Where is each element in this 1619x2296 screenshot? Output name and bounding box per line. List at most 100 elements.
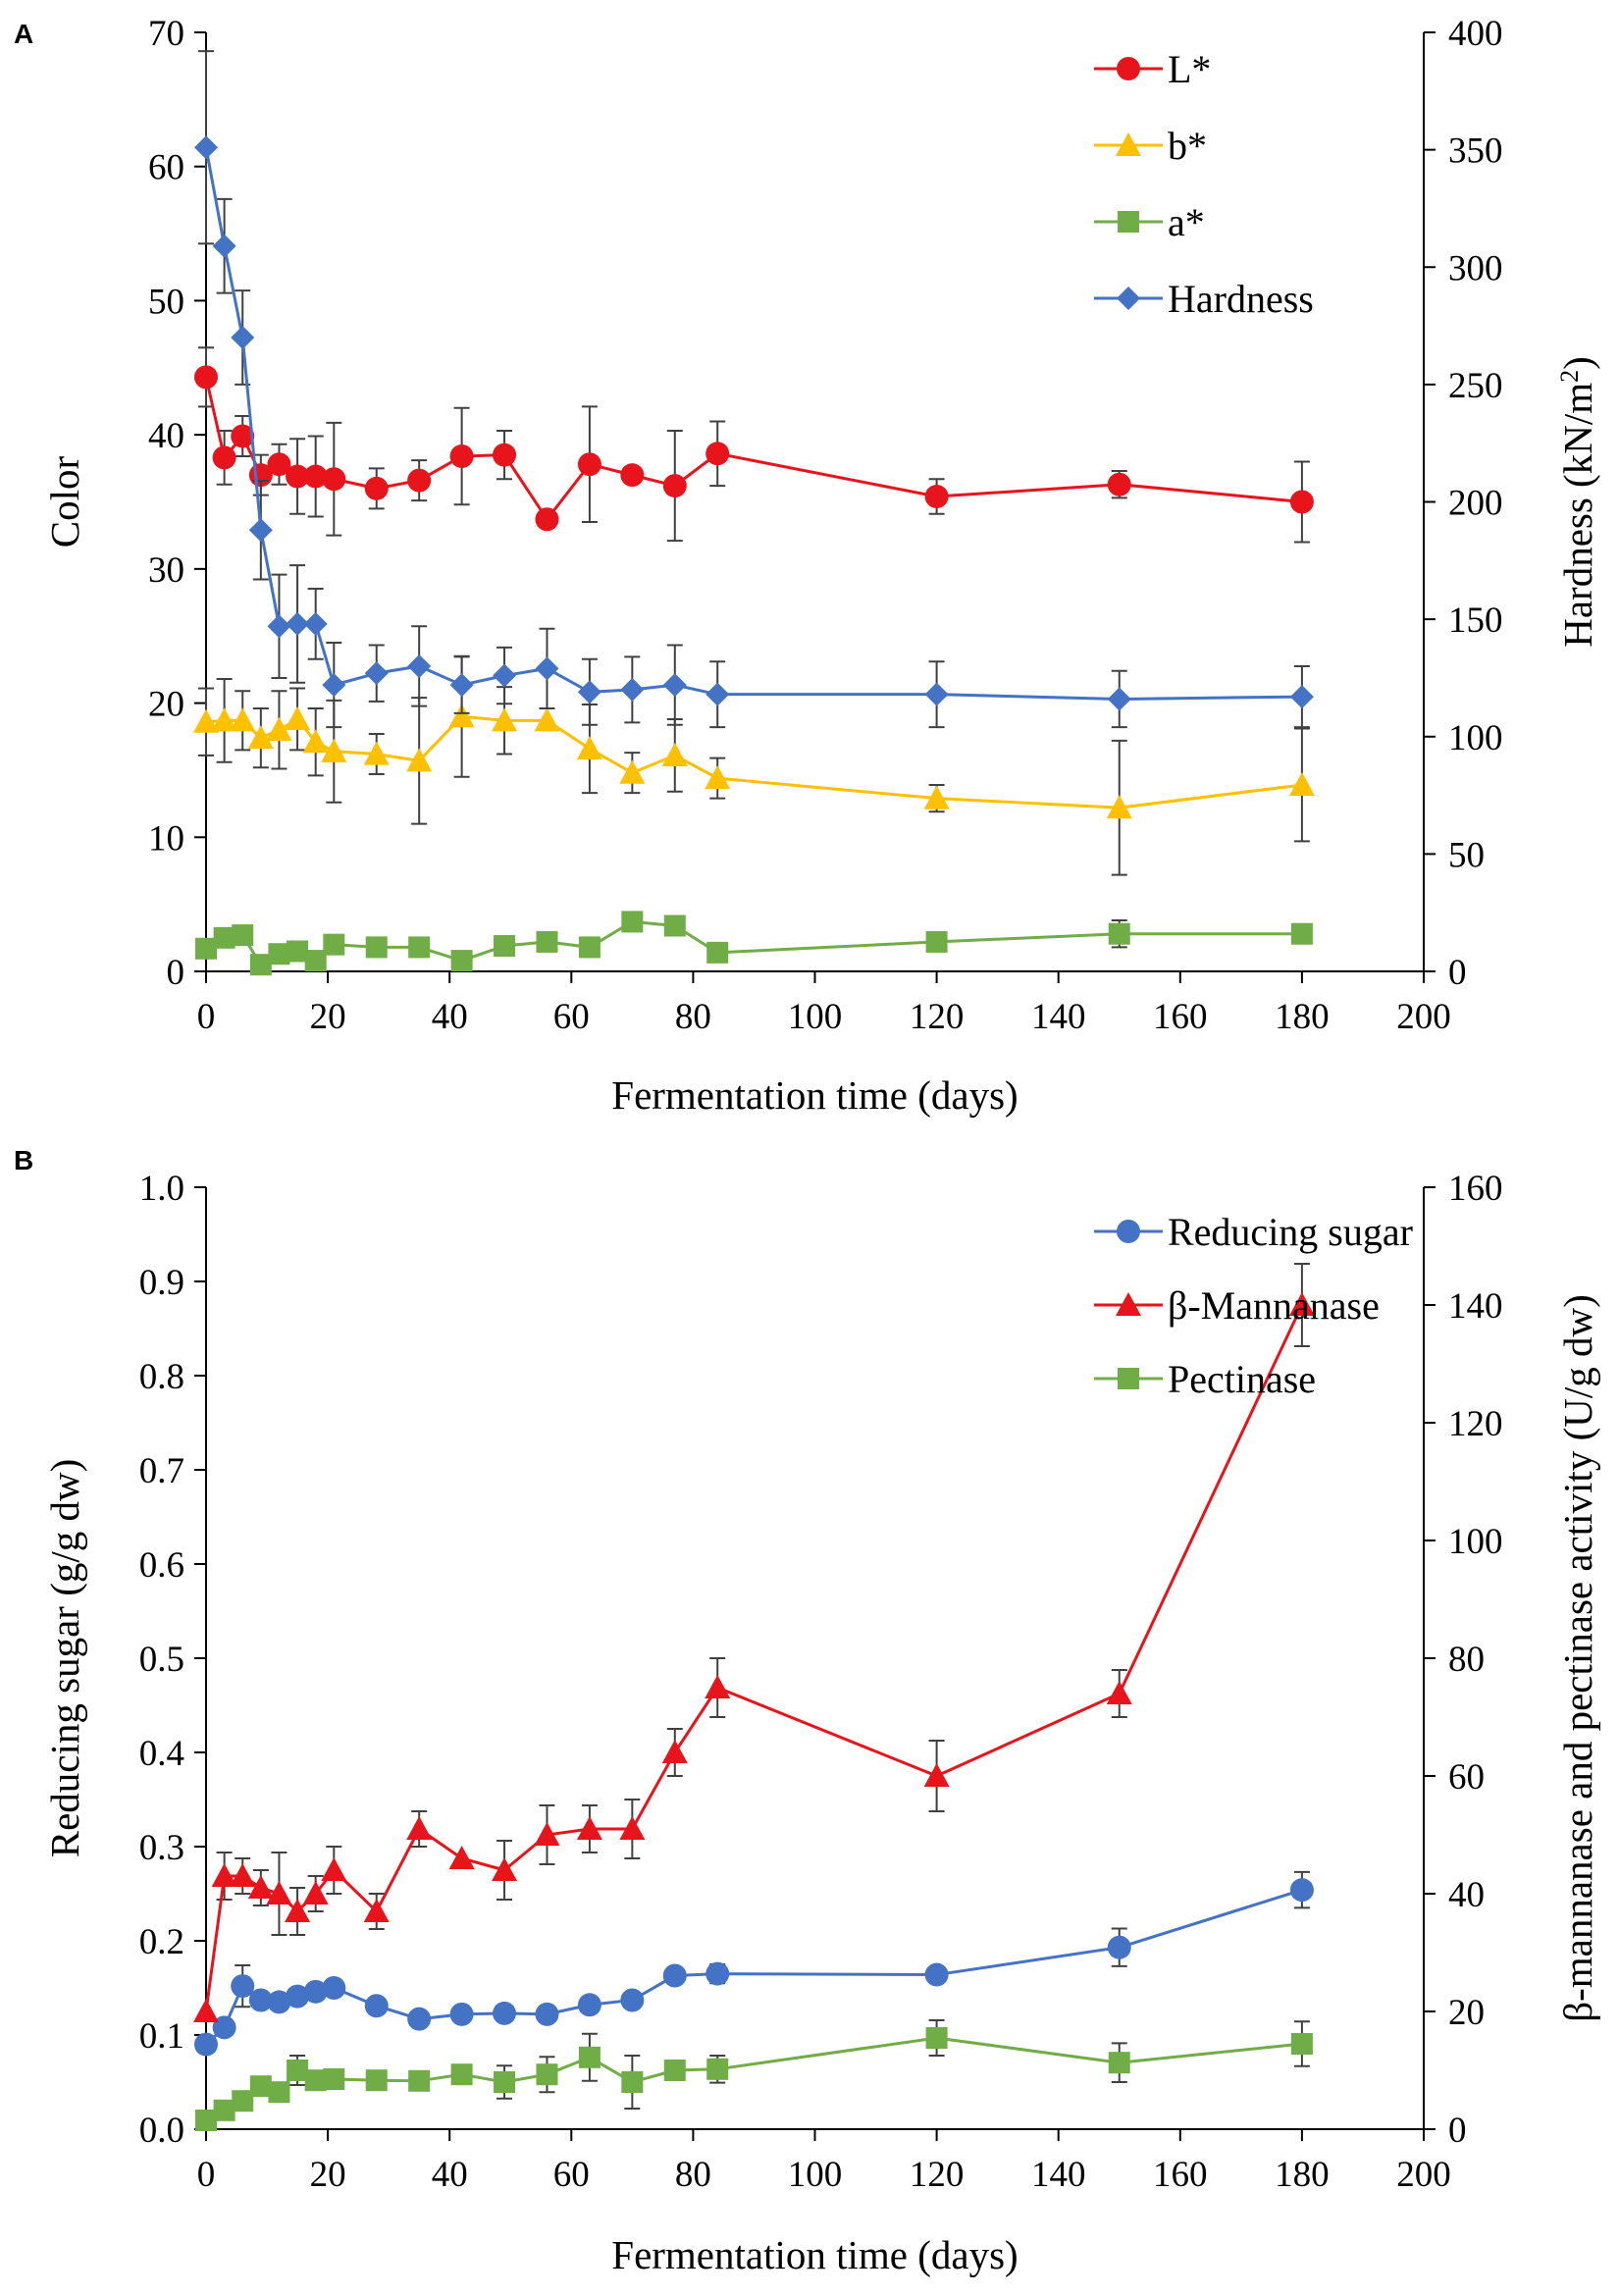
data-point [662,474,687,498]
chart-panel-b: B0 20 40 60 80 100 120 140 160 180 2000.00.10.20.3… [14,1145,1600,2277]
data-point [232,924,254,947]
data-point [302,729,329,754]
x-tick-label: 20 [310,2155,346,2195]
data-point [576,1816,602,1841]
data-point [211,1863,237,1888]
data-point [268,2081,290,2104]
y-left-tick-label: 0.2 [139,1922,184,1962]
x-tick-label: 80 [675,997,711,1037]
data-point [536,2063,558,2086]
data-point [536,930,558,953]
legend: Reducing sugar β-Mannanase Pectinase [1094,1210,1413,1401]
y-axis-right-label: β-mannanase and pectinase activity (U/g … [1555,1294,1600,2022]
data-point [285,705,311,731]
y-right-tick-label: 150 [1448,600,1503,641]
data-point [364,476,389,500]
data-point [577,1993,601,2017]
y-left-tick-label: 0.6 [139,1545,184,1586]
x-tick-label: 100 [788,997,843,1037]
y-axis-left-label: Reducing sugar (g/g dw) [42,1459,87,1858]
y-axis-left-label: Color [42,455,87,548]
data-point [406,748,433,772]
y-right-tick-label: 140 [1448,1286,1503,1327]
data-point [322,673,346,698]
x-tick-label: 140 [1031,997,1086,1037]
chart-panel-a: A0 20 40 60 80 100 120 140 160 180 200010203040506… [14,14,1600,1118]
data-point [408,936,431,959]
y-right-tick-label: 0 [1448,953,1467,993]
data-point [365,936,388,959]
legend-marker [1117,1220,1140,1243]
data-point [266,1881,292,1905]
y-right-tick-label: 60 [1448,1757,1485,1798]
series-reducing-sugar [194,1870,1314,2057]
data-point [535,507,559,532]
data-point [923,785,950,809]
y-left-tick-label: 0.9 [139,1263,184,1303]
data-point [449,2002,474,2026]
data-point [267,1990,291,2014]
data-point [924,1962,949,1987]
series--mannanase [193,1263,1315,2023]
legend-marker [1118,211,1139,233]
x-tick-label: 120 [910,2155,965,2195]
data-point [1290,2033,1313,2055]
data-point [620,1988,645,2012]
x-tick-label: 120 [910,997,965,1037]
data-point [303,464,328,489]
legend-label: a* [1168,200,1205,244]
data-point [230,707,256,732]
y-right-tick-label: 0 [1448,2111,1467,2151]
data-point [287,2060,309,2081]
data-point [285,1899,311,1923]
data-point [621,911,644,933]
legend-label: L* [1168,47,1211,91]
data-point [364,661,389,686]
y-left-tick-label: 0.1 [139,2016,184,2057]
data-point [1107,687,1131,711]
data-point [363,1899,390,1923]
data-point [287,940,309,963]
data-point [195,937,217,960]
data-point [247,1875,274,1900]
data-point [323,2068,345,2090]
y-right-tick-label: 100 [1448,718,1503,758]
x-tick-label: 160 [1153,2155,1208,2195]
data-point [266,716,292,741]
x-tick-label: 60 [553,997,590,1037]
data-point [1106,1681,1132,1705]
data-point [232,2090,254,2113]
data-point [577,680,601,704]
data-point [662,1963,687,1988]
data-point [620,463,645,488]
legend-label: Reducing sugar [1168,1210,1413,1254]
y-left-tick-label: 70 [148,14,184,54]
data-point [494,2071,516,2093]
data-point [493,2001,517,2025]
data-point [493,443,517,467]
data-point [449,444,474,469]
y-left-tick-label: 10 [148,818,184,859]
x-tick-label: 180 [1275,997,1330,1037]
data-point [267,452,291,477]
x-tick-label: 180 [1275,2155,1330,2195]
x-axis-label: Fermentation time (days) [611,1072,1018,1118]
y-right-tick-label: 300 [1448,248,1503,288]
data-point [706,941,729,964]
y-right-tick-label: 200 [1448,484,1503,524]
data-point [534,1822,560,1847]
y-left-tick-label: 0.7 [139,1451,184,1491]
data-point [661,1740,688,1764]
data-point [535,656,559,681]
y-left-tick-label: 20 [148,685,184,725]
data-point [1107,472,1131,496]
data-point [249,954,272,976]
data-point [706,2058,729,2080]
data-point [408,2069,431,2092]
data-point [302,1881,329,1905]
data-point [923,1763,950,1788]
series-b- [193,654,1315,876]
data-point [448,1846,475,1870]
data-point [231,424,255,448]
data-point [1106,795,1132,819]
